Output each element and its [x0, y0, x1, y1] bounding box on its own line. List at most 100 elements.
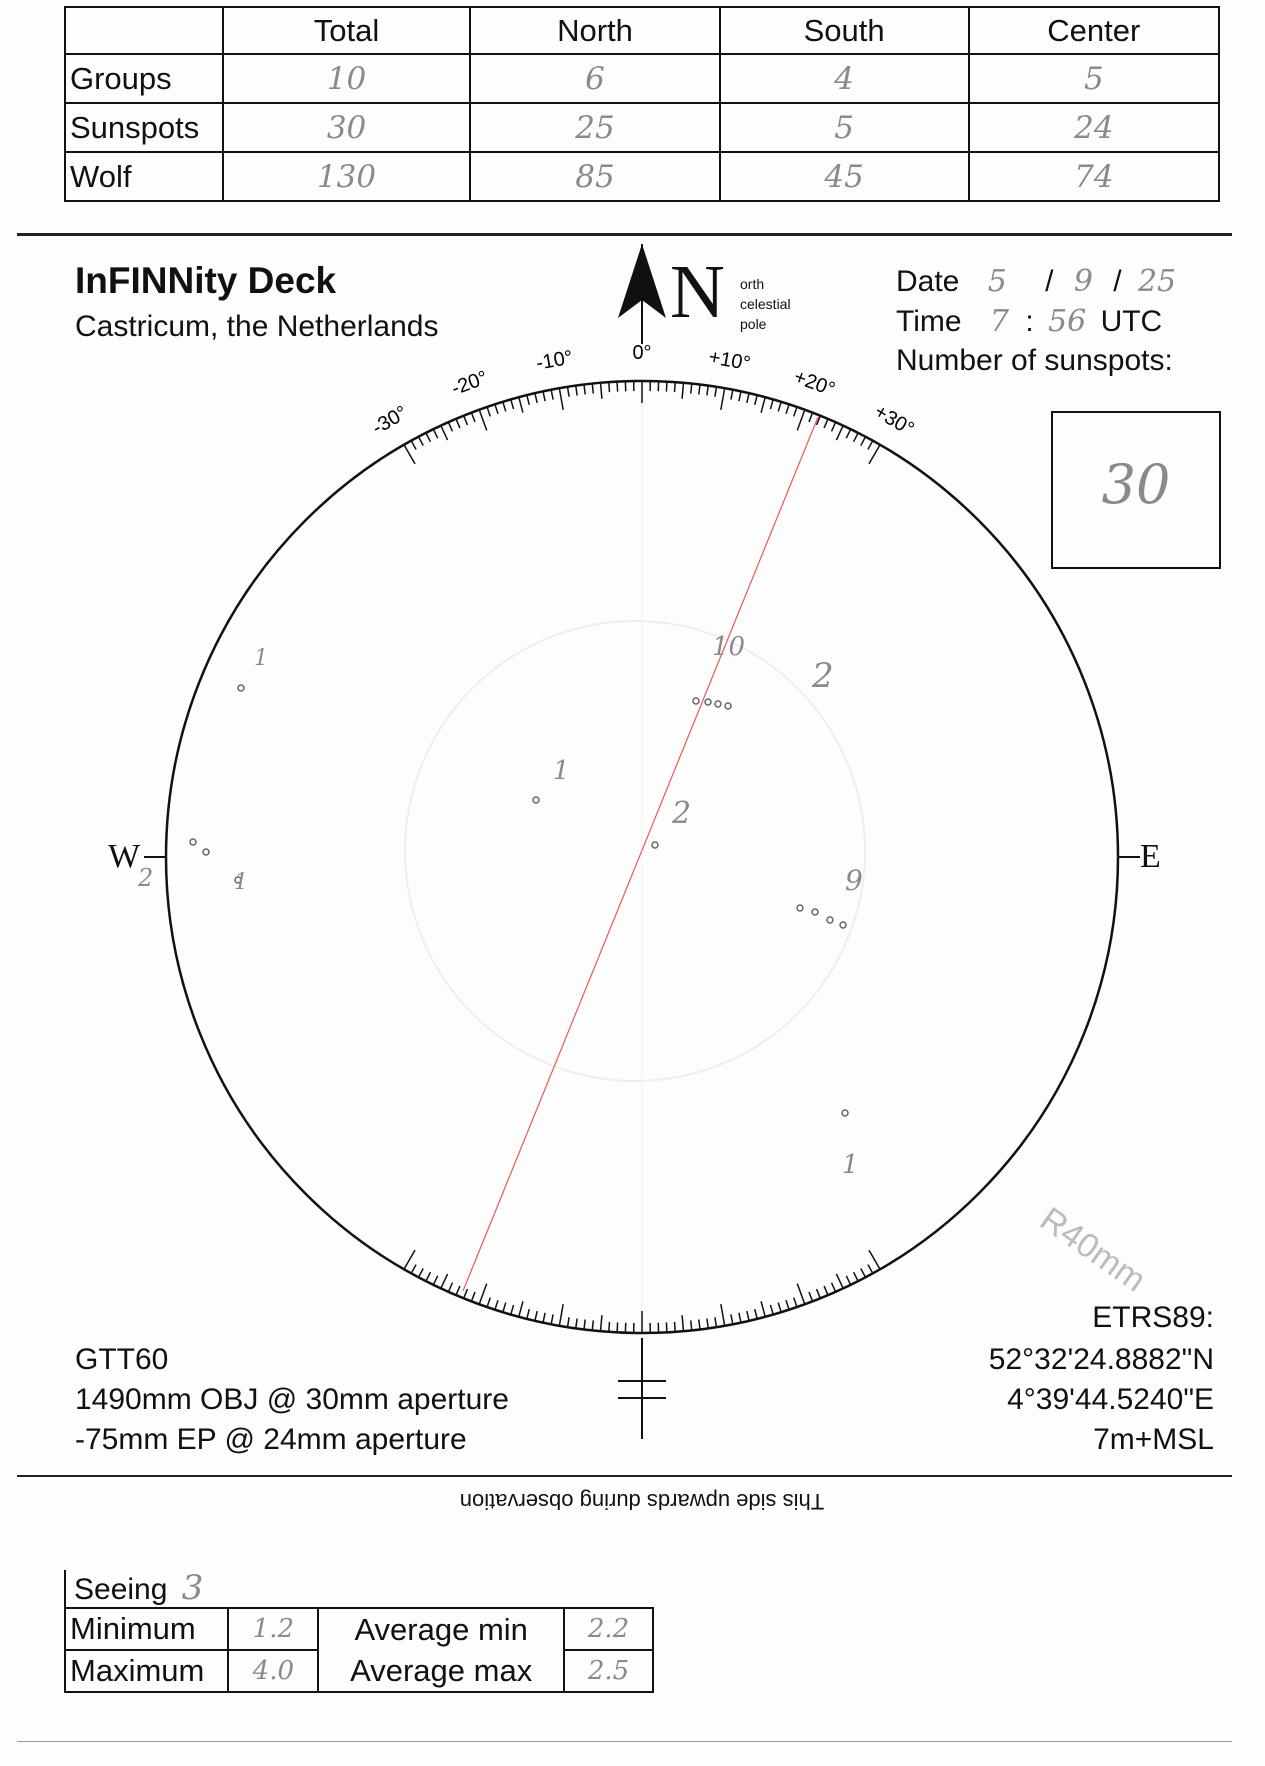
scale-tick-top: [706, 385, 709, 396]
scale-tick-bottom: [518, 1301, 524, 1317]
scale-tick-bottom: [550, 1314, 554, 1325]
scale-tick-bottom: [720, 1303, 726, 1326]
average-min-value[interactable]: 2.2: [563, 1607, 654, 1651]
row-label: Sunspots: [64, 102, 224, 153]
scale-tick-top: [591, 383, 595, 394]
header-center: Center: [967, 6, 1221, 55]
sunspot-mark: [532, 796, 540, 804]
scale-tick-bottom: [808, 1291, 814, 1302]
scale-tick-top: [860, 436, 867, 446]
minimum-value[interactable]: 1.2: [227, 1607, 320, 1651]
scale-tick-top: [526, 394, 530, 406]
scale-tick-bottom: [815, 1288, 822, 1299]
angle-label: 0°: [632, 342, 651, 364]
average-max-label: Average max: [350, 1653, 533, 1688]
scale-tick-top: [410, 440, 417, 450]
scale-tick-bottom: [470, 1291, 476, 1302]
scale-tick-bottom: [410, 1264, 417, 1274]
page-title: InFINNity Deck: [75, 260, 337, 301]
scale-tick-bottom: [760, 1301, 766, 1317]
pole-label-line: celestial: [740, 296, 791, 312]
scale-tick-bottom: [706, 1318, 709, 1329]
cell-value[interactable]: 10: [221, 53, 472, 104]
scale-tick-bottom: [835, 1273, 844, 1289]
north-arrow-icon: [618, 244, 666, 344]
scale-tick-top: [510, 399, 515, 410]
scale-tick-top: [518, 397, 524, 413]
average-max-value[interactable]: 2.5: [563, 1649, 654, 1693]
date-year[interactable]: 25: [1137, 264, 1177, 299]
seeing-value[interactable]: 3: [181, 1568, 204, 1608]
time-row: Time 7 : 56 UTC: [896, 304, 1162, 339]
inner-reference-circle: [404, 620, 866, 1082]
scale-tick-top: [417, 436, 424, 446]
group-annotation: 2: [138, 864, 154, 892]
scale-tick-bottom: [777, 1302, 782, 1313]
scale-tick-top: [608, 382, 611, 393]
cell-value[interactable]: 6: [469, 53, 721, 104]
scale-tick-bottom: [526, 1308, 530, 1320]
angle-label: +10°: [707, 346, 752, 375]
scale-tick-bottom: [440, 1273, 449, 1289]
time-minute[interactable]: 56: [1048, 304, 1087, 339]
maximum-value[interactable]: 4.0: [227, 1649, 320, 1693]
coord-elevation: 7m+MSL: [1093, 1423, 1214, 1456]
cell-value[interactable]: 74: [967, 151, 1221, 202]
rotation-axis-line: [462, 416, 819, 1292]
cell-value[interactable]: 5: [718, 102, 970, 153]
scale-tick-top: [558, 388, 564, 411]
sunspots-box[interactable]: 30: [1051, 411, 1221, 569]
cell-value[interactable]: 130: [221, 151, 472, 202]
divider-footer: [17, 1741, 1232, 1742]
cell-value[interactable]: 45: [718, 151, 970, 202]
scale-tick-top: [502, 401, 507, 412]
date-separator: /: [1113, 265, 1122, 298]
time-unit: UTC: [1100, 305, 1163, 338]
cell-value[interactable]: 30: [221, 102, 472, 153]
scale-tick-bottom: [867, 1264, 874, 1274]
scale-tick-top: [486, 406, 491, 417]
scale-tick-bottom: [616, 1322, 619, 1333]
sunspot-mark: [202, 848, 210, 856]
scale-tick-bottom: [823, 1285, 829, 1296]
scale-tick-top: [447, 421, 454, 432]
cell-value[interactable]: 24: [967, 102, 1221, 153]
cell-value[interactable]: 5: [967, 53, 1221, 104]
table-row: Wolf 130 85 45 74: [64, 151, 1221, 202]
scale-tick-bottom: [417, 1268, 424, 1278]
scale-tick-top: [673, 382, 676, 393]
group-annotation: 1: [234, 870, 248, 895]
scale-tick-top: [760, 397, 766, 413]
instrument-name: GTT60: [75, 1343, 169, 1376]
scale-tick-bottom: [403, 1249, 416, 1270]
pole-label: orth celestial pole: [740, 274, 791, 334]
sunspots-value: 30: [1101, 453, 1171, 516]
angle-label: -10°: [534, 347, 574, 375]
seeing-row: Seeing 3: [74, 1568, 203, 1608]
east-label: E: [1140, 838, 1161, 875]
scale-tick-bottom: [830, 1282, 837, 1293]
date-month[interactable]: 9: [1073, 264, 1093, 299]
scale-tick-bottom: [478, 1283, 488, 1305]
scale-tick-bottom: [534, 1310, 538, 1321]
date-day[interactable]: 5: [987, 264, 1007, 299]
scale-tick-top: [583, 384, 586, 395]
cell-value[interactable]: 85: [469, 151, 721, 202]
average-labels: Average min Average max: [317, 1607, 566, 1693]
scale-tick-top: [754, 394, 758, 406]
scale-tick-top: [815, 415, 822, 426]
angle-label: -20°: [449, 367, 491, 400]
scale-tick-top: [534, 393, 538, 404]
divider-bottom: [17, 1475, 1232, 1477]
cell-value[interactable]: 4: [718, 53, 970, 104]
counts-table: Total North South Center Groups 10 6 4 5…: [64, 6, 1221, 202]
angle-label: +20°: [791, 366, 838, 401]
time-hour[interactable]: 7: [989, 304, 1009, 339]
group-annotation: 2: [812, 656, 834, 696]
header-total: Total: [221, 6, 472, 55]
header-south: South: [718, 6, 970, 55]
row-label: Groups: [64, 53, 224, 104]
location: Castricum, the Netherlands: [75, 310, 439, 343]
cell-value[interactable]: 25: [469, 102, 721, 153]
